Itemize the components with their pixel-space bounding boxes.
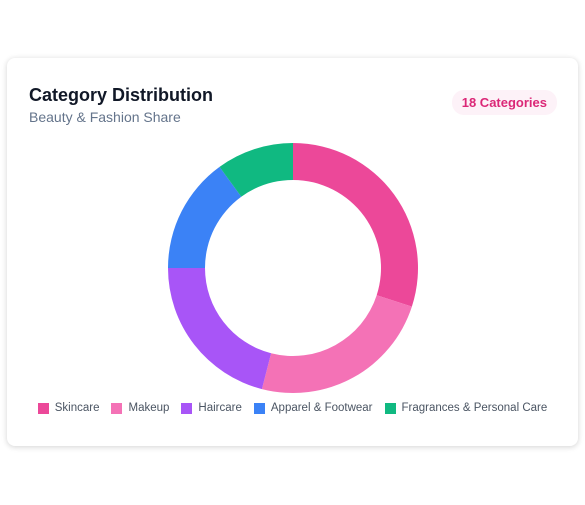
card: Category Distribution Beauty & Fashion S…	[7, 58, 578, 446]
chart	[168, 143, 419, 394]
donut-slice	[293, 143, 419, 307]
legend-swatch	[253, 402, 265, 414]
legend-item: Makeup	[111, 402, 169, 414]
legend-label: Skincare	[54, 402, 100, 414]
legend-item: Apparel & Footwear	[253, 402, 373, 414]
legend-label: Makeup	[128, 402, 170, 414]
badge: 18 Categories	[451, 90, 557, 115]
legend-swatch	[111, 402, 123, 414]
donut-slice	[168, 166, 242, 268]
chart-title: Category Distribution	[29, 85, 214, 105]
donut-slice	[219, 143, 293, 197]
donut-slice	[168, 268, 272, 390]
chart-subtitle: Beauty & Fashion Share	[29, 109, 181, 125]
legend: Skincare Makeup Haircare Apparel & Footwear…	[7, 402, 578, 414]
donut-slice	[261, 295, 412, 394]
legend-swatch	[37, 402, 49, 414]
legend-label: Haircare	[198, 402, 242, 414]
legend-label: Fragrances & Personal Care	[401, 402, 548, 414]
legend-item: Haircare	[181, 402, 242, 414]
legend-swatch	[384, 402, 396, 414]
legend-item: Fragrances & Personal Care	[384, 402, 548, 414]
legend-label: Apparel & Footwear	[270, 402, 373, 414]
legend-swatch	[181, 402, 193, 414]
legend-item: Skincare	[37, 402, 100, 414]
